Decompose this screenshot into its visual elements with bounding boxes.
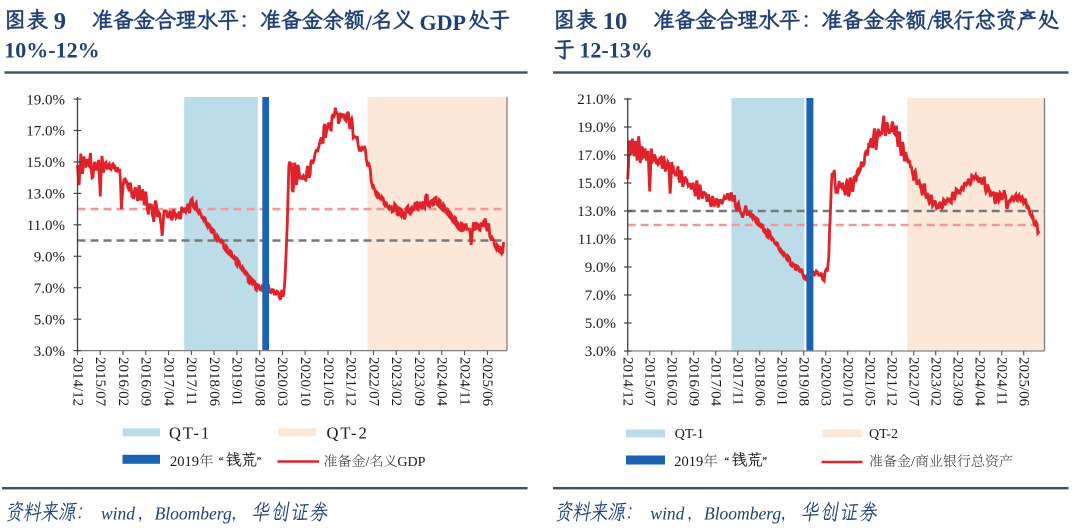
svg-text:2024/04: 2024/04 — [972, 357, 988, 407]
svg-text:3.0%: 3.0% — [34, 344, 65, 360]
svg-text:2015/07: 2015/07 — [92, 357, 108, 407]
svg-text:2019/08: 2019/08 — [796, 357, 812, 406]
svg-text:3.0%: 3.0% — [585, 344, 616, 360]
svg-text:13.0%: 13.0% — [26, 187, 65, 203]
svg-text:2021/05: 2021/05 — [320, 357, 336, 406]
svg-text:2016/02: 2016/02 — [664, 357, 680, 406]
svg-text:9: 9 — [54, 8, 66, 35]
svg-text:2020/03: 2020/03 — [274, 357, 290, 406]
svg-text:2023/09: 2023/09 — [411, 357, 427, 406]
svg-text:2018/06: 2018/06 — [752, 357, 768, 407]
svg-text:2021/05: 2021/05 — [862, 357, 878, 406]
svg-text:wind: wind — [101, 503, 135, 523]
svg-text:2015/07: 2015/07 — [642, 357, 658, 407]
svg-text:2024/11: 2024/11 — [456, 357, 472, 406]
svg-text:21.0%: 21.0% — [577, 92, 616, 108]
svg-text:5.0%: 5.0% — [585, 316, 616, 332]
svg-text:5.0%: 5.0% — [34, 312, 65, 328]
svg-text:2019/08: 2019/08 — [252, 357, 268, 406]
svg-text:2014/12: 2014/12 — [620, 357, 636, 406]
svg-text:2023/02: 2023/02 — [388, 357, 404, 406]
svg-text:11.0%: 11.0% — [27, 218, 65, 234]
svg-text:QT-1: QT-1 — [675, 427, 704, 442]
svg-text:2019/01: 2019/01 — [229, 357, 245, 406]
svg-text:GDP: GDP — [420, 10, 466, 35]
svg-text:2016/09: 2016/09 — [686, 357, 702, 406]
svg-text:2017/11: 2017/11 — [730, 357, 746, 406]
svg-text:19.0%: 19.0% — [26, 92, 65, 108]
svg-text:10%-12%: 10%-12% — [4, 38, 99, 63]
svg-text:2019/01: 2019/01 — [774, 357, 790, 406]
svg-text:2024/11: 2024/11 — [994, 357, 1010, 406]
svg-text:QT-2: QT-2 — [869, 427, 898, 442]
svg-text:2022/07: 2022/07 — [365, 357, 381, 407]
svg-text:2020/03: 2020/03 — [818, 357, 834, 406]
svg-text:wind: wind — [650, 503, 684, 523]
svg-text:2017/04: 2017/04 — [708, 357, 724, 407]
svg-text:QT-1: QT-1 — [169, 424, 211, 443]
svg-text:2019: 2019 — [170, 454, 199, 470]
svg-text:2016/09: 2016/09 — [138, 357, 154, 406]
svg-text:/: / — [926, 10, 934, 35]
svg-text:2019: 2019 — [674, 454, 703, 470]
svg-text:QT-2: QT-2 — [327, 424, 369, 443]
svg-text:2023/02: 2023/02 — [928, 357, 944, 406]
svg-text:2025/06: 2025/06 — [479, 357, 495, 407]
svg-text:2021/12: 2021/12 — [884, 357, 900, 406]
svg-text:9.0%: 9.0% — [34, 250, 65, 266]
svg-text:/: / — [911, 455, 915, 470]
svg-text:2016/02: 2016/02 — [115, 357, 131, 406]
svg-text:2017/04: 2017/04 — [160, 357, 176, 407]
svg-text:2018/06: 2018/06 — [206, 357, 222, 407]
svg-text:/: / — [365, 10, 373, 35]
svg-text:15.0%: 15.0% — [577, 176, 616, 192]
svg-text:13.0%: 13.0% — [577, 204, 616, 220]
svg-text:2017/11: 2017/11 — [183, 357, 199, 406]
svg-text:2023/09: 2023/09 — [950, 357, 966, 406]
svg-text:7.0%: 7.0% — [585, 288, 616, 304]
svg-text:17.0%: 17.0% — [26, 124, 65, 140]
svg-text:19.0%: 19.0% — [577, 120, 616, 136]
svg-text:2020/10: 2020/10 — [297, 357, 313, 406]
svg-text:17.0%: 17.0% — [577, 148, 616, 164]
svg-text:GDP: GDP — [397, 455, 425, 470]
svg-text:2022/07: 2022/07 — [906, 357, 922, 407]
svg-text:Bloomberg: Bloomberg — [155, 503, 232, 523]
svg-text:/: / — [366, 455, 370, 470]
svg-text:9.0%: 9.0% — [585, 260, 616, 276]
svg-text:12-13%: 12-13% — [579, 38, 652, 63]
svg-text:2024/04: 2024/04 — [434, 357, 450, 407]
svg-text:2021/12: 2021/12 — [343, 357, 359, 406]
svg-text:2025/06: 2025/06 — [1016, 357, 1032, 407]
svg-text:11.0%: 11.0% — [578, 232, 616, 248]
svg-text:Bloomberg: Bloomberg — [704, 503, 781, 523]
svg-text:2020/10: 2020/10 — [840, 357, 856, 406]
svg-text:15.0%: 15.0% — [26, 155, 65, 171]
svg-text:7.0%: 7.0% — [34, 281, 65, 297]
svg-text:2014/12: 2014/12 — [69, 357, 85, 406]
svg-text:10: 10 — [603, 8, 628, 35]
